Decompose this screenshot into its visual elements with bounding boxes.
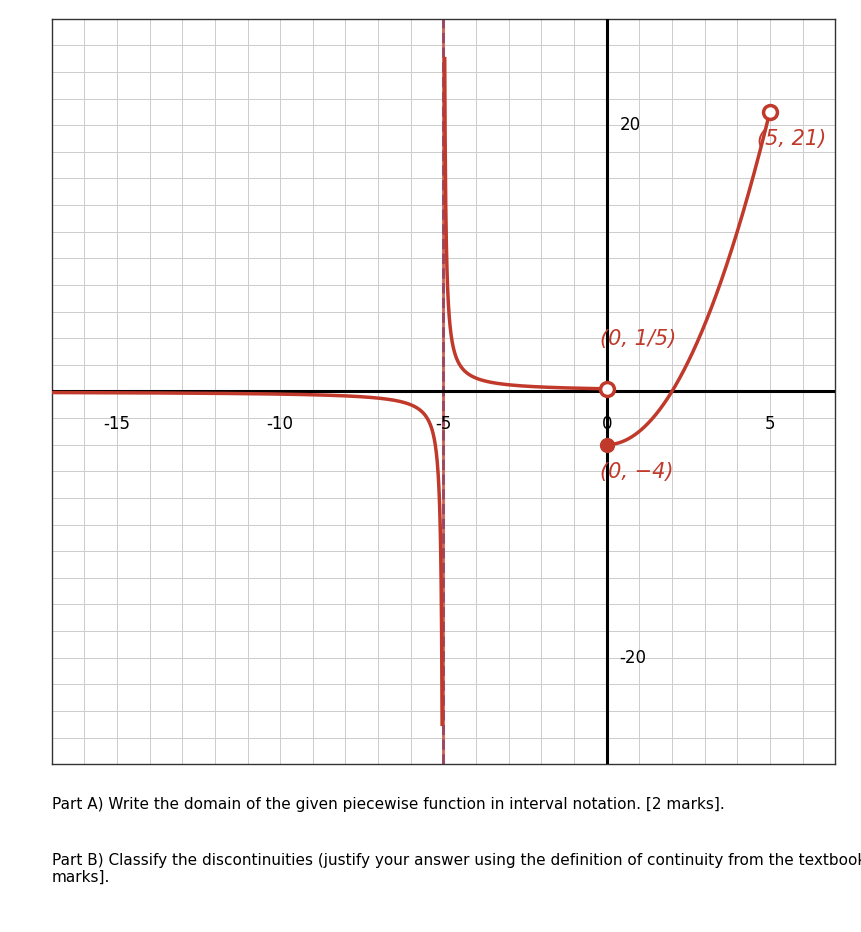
Text: Part A) Write the domain of the given piecewise function in interval notation. [: Part A) Write the domain of the given pi… bbox=[52, 797, 724, 812]
Text: (0, −4): (0, −4) bbox=[600, 462, 673, 482]
Text: 0: 0 bbox=[601, 416, 612, 433]
Text: -15: -15 bbox=[103, 416, 131, 433]
Text: Part B) Classify the discontinuities (justify your answer using the definition o: Part B) Classify the discontinuities (ju… bbox=[52, 853, 861, 885]
Text: -20: -20 bbox=[620, 649, 647, 666]
Text: (0, 1/5): (0, 1/5) bbox=[600, 329, 677, 349]
Text: 5: 5 bbox=[765, 416, 775, 433]
Text: -10: -10 bbox=[267, 416, 294, 433]
Text: -5: -5 bbox=[435, 416, 452, 433]
Text: 20: 20 bbox=[620, 116, 641, 134]
Text: (5, 21): (5, 21) bbox=[757, 130, 826, 149]
